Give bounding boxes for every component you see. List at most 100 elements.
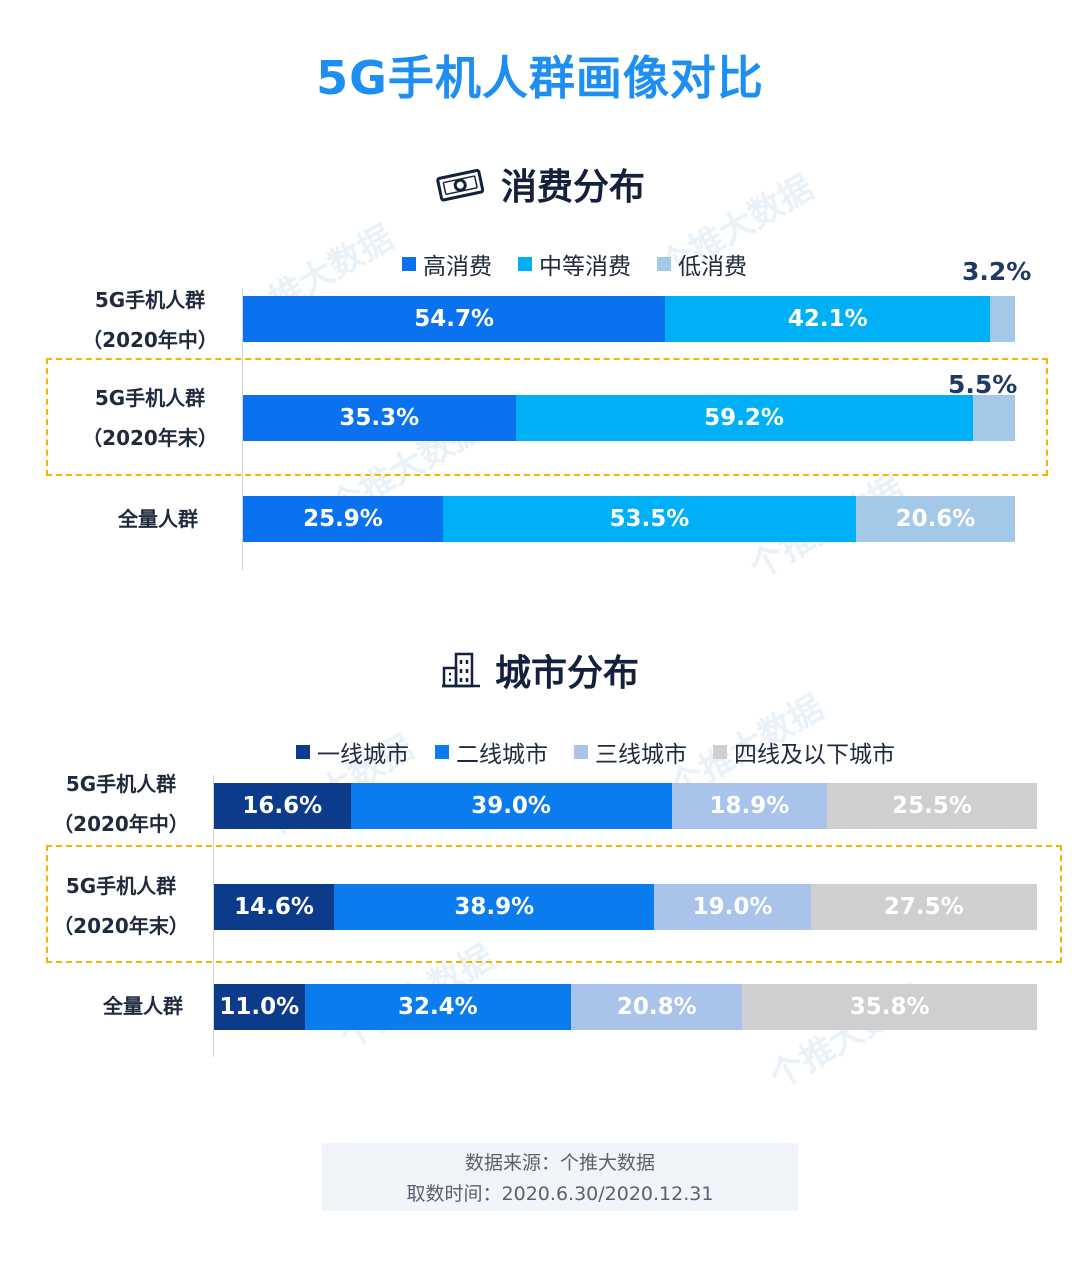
bar-segment: 27.5% <box>810 884 1037 930</box>
bar-row: 16.6% 39.0% 18.9% 25.5% <box>214 783 1037 829</box>
bar-segment <box>972 395 1015 441</box>
data-label-outside: 5.5% <box>948 370 1018 399</box>
row-label: 5G手机人群 （2020年末） <box>50 378 250 458</box>
bar-value-label: 11.0% <box>219 994 300 1020</box>
row-label-line: （2020年末） <box>53 914 189 938</box>
section-title-text: 消费分布 <box>500 167 645 208</box>
highlight-box <box>46 358 1048 476</box>
bar-row: 14.6% 38.9% 19.0% 27.5% <box>214 884 1037 930</box>
y-axis-line <box>242 288 243 570</box>
row-label-line: 5G手机人群 <box>94 386 206 410</box>
bar-value-label: 32.4% <box>397 994 478 1020</box>
bar-segment: 42.1% <box>665 296 991 342</box>
bar-segment: 14.6% <box>214 884 335 930</box>
bar-row: 11.0% 32.4% 20.8% 35.8% <box>214 984 1037 1030</box>
section-title-text: 城市分布 <box>494 653 639 694</box>
legend-item: 四线及以下城市 <box>713 735 895 769</box>
bar-segment: 18.9% <box>671 783 828 829</box>
legend-swatch <box>574 745 588 759</box>
source-footer: 数据来源：个推大数据 取数时间：2020.6.30/2020.12.31 <box>322 1143 798 1211</box>
bar-segment: 35.3% <box>243 395 516 441</box>
legend-label: 低消费 <box>678 254 747 280</box>
legend-swatch <box>296 745 310 759</box>
bar-value-label: 25.5% <box>892 793 972 819</box>
page-title: 5G手机人群画像对比 <box>316 51 764 105</box>
bar-segment: 16.6% <box>214 783 351 829</box>
y-axis-line <box>213 775 214 1057</box>
highlight-box <box>46 845 1062 963</box>
legend-city: 一线城市 二线城市 三线城市 四线及以下城市 <box>296 735 895 769</box>
bar-value-label: 53.5% <box>609 506 690 532</box>
bar-segment: 20.8% <box>571 984 743 1030</box>
row-label-line: 全量人群 <box>118 507 198 531</box>
bar-segment: 25.5% <box>827 783 1037 829</box>
legend-consumption: 高消费 中等消费 低消费 <box>402 247 747 281</box>
section-title-consumption: 消费分布 <box>0 158 1080 210</box>
bar-value-label: 14.6% <box>234 894 314 920</box>
legend-item: 一线城市 <box>296 735 409 769</box>
bar-value-label: 59.2% <box>704 405 784 431</box>
money-icon <box>435 166 487 202</box>
bar-value-label: 42.1% <box>787 306 868 332</box>
bar-segment: 32.4% <box>304 984 572 1030</box>
bar-row: 35.3% 59.2% <box>243 395 1015 441</box>
row-label-line: （2020年中） <box>53 812 189 836</box>
legend-swatch <box>402 257 416 271</box>
legend-swatch <box>518 257 532 271</box>
bar-value-label: 35.3% <box>339 405 420 431</box>
bar-value-label: 20.8% <box>616 994 697 1020</box>
legend-label: 一线城市 <box>317 742 409 768</box>
bar-value-label: 38.9% <box>454 894 535 920</box>
row-label-line: （2020年末） <box>82 426 218 450</box>
row-label-line: 全量人群 <box>103 994 183 1018</box>
legend-swatch <box>435 745 449 759</box>
bar-segment: 25.9% <box>243 496 443 542</box>
legend-swatch <box>713 745 727 759</box>
bar-segment: 38.9% <box>334 884 655 930</box>
source-text: 数据来源：个推大数据 <box>464 1152 655 1174</box>
bar-value-label: 18.9% <box>709 793 790 819</box>
bar-row: 25.9% 53.5% 20.6% <box>243 496 1015 542</box>
bar-segment: 19.0% <box>654 884 811 930</box>
bar-segment: 39.0% <box>350 783 672 829</box>
row-label: 5G手机人群 （2020年中） <box>21 764 221 844</box>
bar-value-label: 20.6% <box>895 506 976 532</box>
legend-label: 四线及以下城市 <box>734 742 895 768</box>
legend-item: 低消费 <box>657 247 747 281</box>
bar-value-label: 54.7% <box>414 306 495 332</box>
row-label-line: 5G手机人群 <box>94 288 206 312</box>
legend-swatch <box>657 257 671 271</box>
legend-label: 二线城市 <box>456 742 548 768</box>
legend-label: 高消费 <box>423 254 492 280</box>
legend-item: 高消费 <box>402 247 492 281</box>
row-label: 全量人群 <box>58 499 258 539</box>
legend-item: 二线城市 <box>435 735 548 769</box>
bar-segment: 35.8% <box>742 984 1037 1030</box>
bar-value-label: 27.5% <box>883 894 964 920</box>
legend-label: 中等消费 <box>539 254 631 280</box>
legend-label: 三线城市 <box>595 742 687 768</box>
bar-segment <box>990 296 1015 342</box>
row-label: 5G手机人群 （2020年末） <box>21 866 221 946</box>
data-label-outside: 3.2% <box>962 257 1032 286</box>
bar-value-label: 19.0% <box>692 894 773 920</box>
bar-value-label: 35.8% <box>849 994 930 1020</box>
bar-value-label: 25.9% <box>303 506 383 532</box>
section-title-city: 城市分布 <box>0 644 1080 696</box>
date-text: 取数时间：2020.6.30/2020.12.31 <box>406 1183 714 1205</box>
building-icon <box>441 650 481 690</box>
row-label: 全量人群 <box>43 986 243 1026</box>
bar-segment: 53.5% <box>442 496 856 542</box>
row-label: 5G手机人群 （2020年中） <box>50 280 250 360</box>
row-label-line: 5G手机人群 <box>65 772 177 796</box>
row-label-line: 5G手机人群 <box>65 874 177 898</box>
bar-row: 54.7% 42.1% <box>243 296 1015 342</box>
bar-value-label: 16.6% <box>242 793 323 819</box>
bar-segment: 20.6% <box>855 496 1015 542</box>
row-label-line: （2020年中） <box>82 328 218 352</box>
legend-item: 中等消费 <box>518 247 631 281</box>
legend-item: 三线城市 <box>574 735 687 769</box>
bar-segment: 54.7% <box>243 296 666 342</box>
bar-segment: 11.0% <box>214 984 305 1030</box>
bar-segment: 59.2% <box>515 395 973 441</box>
